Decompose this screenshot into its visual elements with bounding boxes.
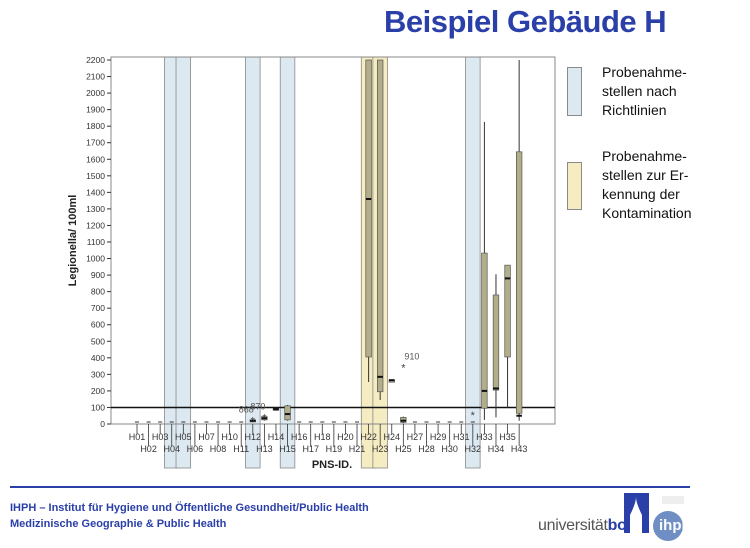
x-tick-label: H01 [129, 432, 146, 442]
y-tick-label: 400 [91, 353, 105, 363]
x-tick-label: H16 [291, 432, 308, 442]
y-tick-label: 100 [91, 402, 105, 412]
x-tick-label: H04 [163, 444, 180, 454]
x-tick-label: H11 [233, 444, 249, 454]
y-tick-label: 0 [100, 419, 105, 429]
outlier-H25: * [401, 363, 406, 375]
outlier-label: 910 [404, 352, 419, 362]
legend-line: stellen nach [602, 83, 677, 99]
y-tick-label: 1500 [86, 171, 105, 181]
x-tick-label: H30 [441, 444, 458, 454]
outlier-label: 870 [250, 401, 265, 411]
highlight-band-H05 [175, 56, 192, 469]
y-tick-label: 1200 [86, 220, 105, 230]
legend-line: Richtlinien [602, 102, 667, 118]
y-tick-label: 300 [91, 369, 105, 379]
page-title: Beispiel Gebäude H [384, 4, 667, 39]
legend-line: Probenahme- [602, 64, 687, 80]
x-tick-label: H20 [337, 432, 354, 442]
x-tick-label: H13 [256, 444, 273, 454]
y-tick-label: 1000 [86, 254, 105, 264]
legend-label-guideline: Probenahme- stellen nach Richtlinien [602, 63, 687, 120]
x-tick-label: H21 [349, 444, 366, 454]
outlier-H32: * [471, 410, 476, 422]
y-tick-label: 1800 [86, 121, 105, 131]
footer-department: Medizinische Geographie & Public Health [10, 518, 227, 530]
outlier-H12: * [251, 416, 256, 428]
legend-line: Kontamination [602, 205, 692, 221]
x-tick-label: H12 [245, 432, 262, 442]
footer-institute: IHPH – Institut für Hygiene und Öffentli… [10, 502, 369, 514]
box-H15 [284, 405, 291, 421]
legend-line: Probenahme- [602, 148, 687, 164]
y-axis-label: Legionella/ 100ml [67, 195, 79, 287]
y-tick-label: 900 [91, 270, 105, 280]
legend-swatch-guideline [567, 67, 582, 116]
x-tick-label: H10 [221, 432, 238, 442]
y-tick-label: 1300 [86, 204, 105, 214]
y-tick-label: 1900 [86, 105, 105, 115]
y-tick-label: 1100 [87, 237, 106, 247]
y-tick-label: 700 [91, 303, 105, 313]
x-tick-label: H24 [384, 432, 401, 442]
university-logo: universitätbonn ihph [538, 493, 691, 548]
y-tick-label: 2200 [86, 55, 105, 65]
x-tick-label: H06 [187, 444, 204, 454]
box-H22 [365, 59, 372, 358]
x-tick-label: H19 [326, 444, 343, 454]
x-tick-label: H25 [395, 444, 412, 454]
x-tick-label: H14 [268, 432, 285, 442]
outlier-label: 868 [239, 405, 254, 415]
x-tick-label: H28 [418, 444, 435, 454]
box-H23 [377, 59, 384, 393]
box-H43 [515, 151, 523, 414]
x-tick-label: H27 [407, 432, 424, 442]
x-tick-label: H03 [152, 432, 169, 442]
legend-label-contamination: Probenahme- stellen zur Er- kennung der … [602, 147, 692, 223]
y-tick-label: 800 [91, 287, 105, 297]
x-tick-label: H31 [453, 432, 470, 442]
plot-frame [110, 56, 556, 425]
ihph-text: ihph [659, 517, 691, 534]
logo-graphic [624, 493, 684, 541]
x-tick-label: H17 [302, 444, 319, 454]
highlight-band-H32 [465, 56, 481, 469]
y-tick-label: 1400 [86, 187, 105, 197]
y-tick-label: 2000 [86, 88, 105, 98]
x-tick-label: H05 [175, 432, 192, 442]
x-tick-label: H32 [465, 444, 482, 454]
x-tick-label: H23 [372, 444, 389, 454]
x-tick-label: H34 [488, 444, 505, 454]
x-axis-label: PNS-ID. [312, 459, 352, 471]
x-tick-label: H35 [499, 432, 516, 442]
x-tick-label: H07 [198, 432, 215, 442]
x-tick-label: H43 [511, 444, 528, 454]
box-H33 [481, 252, 488, 409]
y-tick-label: 600 [91, 320, 105, 330]
box-H35 [504, 264, 511, 358]
x-tick-label: H22 [360, 432, 377, 442]
x-tick-label: H33 [476, 432, 493, 442]
footer-divider [10, 486, 690, 488]
outlier-H13: * [262, 412, 267, 424]
y-tick-label: 1600 [86, 154, 105, 164]
x-tick-label: H29 [430, 432, 447, 442]
x-tick-label: H08 [210, 444, 227, 454]
y-tick-label: 1700 [86, 138, 105, 148]
legend-line: kennung der [602, 186, 680, 202]
legend-line: stellen zur Er- [602, 167, 689, 183]
y-tick-label: 500 [91, 336, 105, 346]
legend-swatch-contamination [567, 162, 582, 210]
x-tick-label: H15 [279, 444, 296, 454]
x-tick-label: H18 [314, 432, 331, 442]
y-tick-label: 200 [91, 386, 105, 396]
boxplot-chart: 0 100 200 300 400 500 600 700 800 900 1000 1100 1200… [67, 55, 556, 471]
x-tick-label: H02 [140, 444, 157, 454]
box-H34 [492, 294, 500, 391]
y-tick-label: 2100 [86, 72, 105, 82]
